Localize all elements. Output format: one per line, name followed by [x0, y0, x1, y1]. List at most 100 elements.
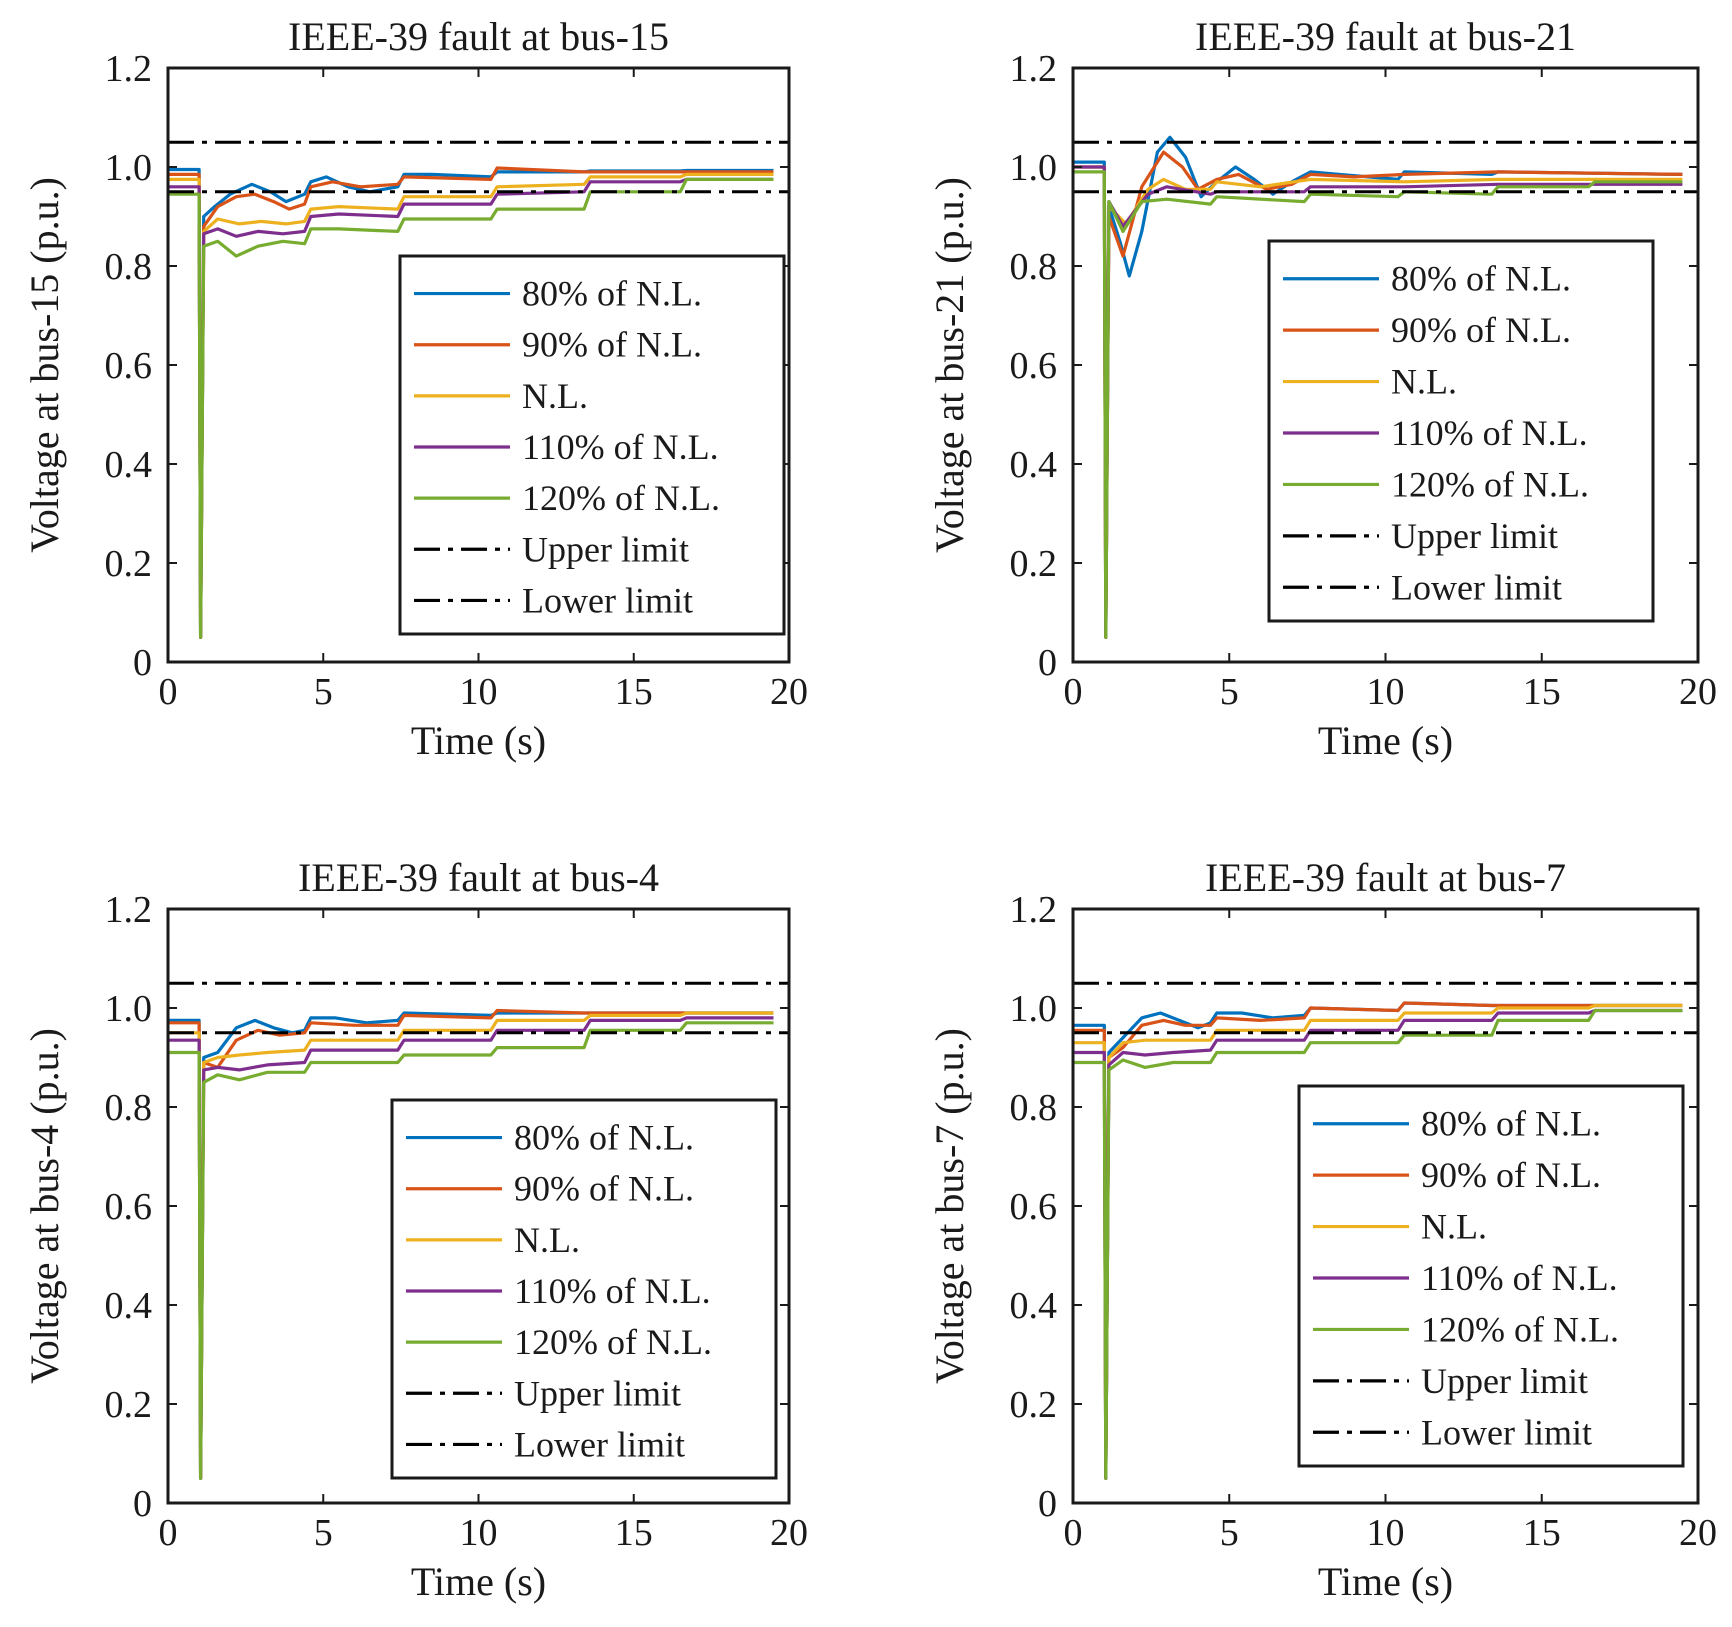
y-tick-label: 0.2	[1010, 543, 1058, 585]
y-axis-label: Voltage at bus-4 (p.u.)	[22, 1028, 67, 1384]
x-tick-label: 10	[1367, 671, 1405, 713]
legend: 80% of N.L. 90% of N.L. N.L. 110% of N.L. 12…	[1297, 1084, 1685, 1468]
x-tick-label: 10	[460, 671, 498, 713]
y-tick-label: 0.8	[105, 1087, 153, 1129]
y-tick-label: 1.2	[1010, 889, 1058, 931]
legend-label: 90% of N.L.	[1421, 1155, 1601, 1195]
legend-label: 90% of N.L.	[1391, 310, 1571, 350]
x-tick-label: 0	[1064, 671, 1083, 713]
x-tick-label: 20	[770, 1512, 808, 1554]
legend-label: N.L.	[522, 376, 588, 416]
legend-box	[398, 254, 786, 636]
legend-label: 120% of N.L.	[514, 1322, 712, 1362]
chart-title: IEEE-39 fault at bus-7	[1205, 855, 1566, 900]
y-tick-label: 0.6	[1010, 1186, 1058, 1228]
x-tick-label: 15	[615, 671, 653, 713]
y-tick-label: 0.6	[105, 345, 153, 387]
x-axis-label: Time (s)	[411, 718, 546, 763]
legend: 80% of N.L. 90% of N.L. N.L. 110% of N.L. 12…	[390, 1098, 778, 1480]
chart-panel-2: IEEE-39 fault at bus-21 0 5 10 15 20 0 0.2 0.4 0.…	[927, 14, 1717, 763]
y-tick-label: 0.6	[105, 1186, 153, 1228]
y-axis-label: Voltage at bus-21 (p.u.)	[927, 177, 972, 553]
legend: 80% of N.L. 90% of N.L. N.L. 110% of N.L. 12…	[1267, 239, 1655, 623]
legend-label: Upper limit	[522, 529, 689, 569]
y-tick-label: 1.0	[1010, 988, 1058, 1030]
legend-label: N.L.	[514, 1220, 580, 1260]
y-tick-label: 0.4	[105, 1285, 153, 1327]
series-line-5	[1073, 170, 1683, 639]
legend-label: 80% of N.L.	[1421, 1104, 1601, 1144]
legend-label: 120% of N.L.	[1421, 1309, 1619, 1349]
series-line-5	[168, 1021, 774, 1480]
y-tick-label: 1.0	[105, 147, 153, 189]
chart-title: IEEE-39 fault at bus-21	[1195, 14, 1576, 59]
chart-panel-1: IEEE-39 fault at bus-15 0 5 10 15 20 0 0.2 0.4 0.…	[22, 14, 808, 763]
y-axis-label: Voltage at bus-15 (p.u.)	[22, 177, 67, 553]
x-axis-label: Time (s)	[411, 1559, 546, 1604]
legend-label: 90% of N.L.	[522, 325, 702, 365]
y-tick-label: 0	[133, 1483, 152, 1525]
series-line-4	[168, 177, 774, 639]
legend-label: 110% of N.L.	[522, 427, 719, 467]
x-tick-label: 20	[1679, 671, 1717, 713]
legend-box	[1297, 1084, 1685, 1468]
x-tick-label: 5	[314, 671, 333, 713]
series-group	[168, 140, 789, 639]
x-tick-label: 15	[1523, 1512, 1561, 1554]
legend: 80% of N.L. 90% of N.L. N.L. 110% of N.L. 12…	[398, 254, 786, 636]
series-line-5	[1073, 1008, 1683, 1480]
y-tick-label: 1.2	[105, 48, 153, 90]
chart-panel-4: IEEE-39 fault at bus-7 0 5 10 15 20 0 0.2 0.4 0.6…	[927, 855, 1717, 1604]
x-axis-label: Time (s)	[1318, 1559, 1453, 1604]
series-group	[1073, 981, 1698, 1480]
y-tick-label: 0	[1038, 1483, 1057, 1525]
legend-label: Lower limit	[514, 1424, 685, 1464]
x-tick-label: 10	[460, 1512, 498, 1554]
chart-panel-3: IEEE-39 fault at bus-4 0 5 10 15 20 0 0.2 0.4 0.6…	[22, 855, 808, 1604]
legend-label: N.L.	[1391, 362, 1457, 402]
y-tick-label: 0	[133, 642, 152, 684]
x-tick-label: 15	[1523, 671, 1561, 713]
x-tick-label: 20	[1679, 1512, 1717, 1554]
series-group	[168, 981, 789, 1480]
chart-title: IEEE-39 fault at bus-15	[288, 14, 669, 59]
legend-label: 110% of N.L.	[1391, 413, 1588, 453]
legend-label: Lower limit	[522, 580, 693, 620]
chart-title: IEEE-39 fault at bus-4	[298, 855, 659, 900]
legend-label: 80% of N.L.	[522, 274, 702, 314]
legend-box	[1267, 239, 1655, 623]
legend-label: 120% of N.L.	[1391, 464, 1589, 504]
legend-label: 80% of N.L.	[1391, 259, 1571, 299]
legend-label: Upper limit	[1421, 1361, 1588, 1401]
y-tick-label: 0.2	[1010, 1384, 1058, 1426]
x-tick-label: 20	[770, 671, 808, 713]
y-tick-label: 1.0	[105, 988, 153, 1030]
x-tick-label: 5	[314, 1512, 333, 1554]
y-tick-label: 0.8	[105, 246, 153, 288]
legend-label: Lower limit	[1421, 1412, 1592, 1452]
y-tick-label: 1.2	[105, 889, 153, 931]
y-tick-label: 1.2	[1010, 48, 1058, 90]
x-tick-label: 5	[1220, 1512, 1239, 1554]
legend-label: 90% of N.L.	[514, 1169, 694, 1209]
legend-box	[390, 1098, 778, 1480]
y-tick-label: 0.6	[1010, 345, 1058, 387]
y-tick-label: 0.8	[1010, 246, 1058, 288]
legend-label: 80% of N.L.	[514, 1118, 694, 1158]
x-tick-label: 15	[615, 1512, 653, 1554]
series-line-3	[168, 172, 774, 639]
x-tick-label: 0	[159, 671, 178, 713]
legend-label: 110% of N.L.	[514, 1271, 711, 1311]
legend-label: Upper limit	[514, 1373, 681, 1413]
x-tick-label: 10	[1367, 1512, 1405, 1554]
series-line-2	[168, 166, 774, 639]
y-tick-label: 0.8	[1010, 1087, 1058, 1129]
x-axis-label: Time (s)	[1318, 718, 1453, 763]
y-tick-label: 0.2	[105, 1384, 153, 1426]
legend-label: N.L.	[1421, 1207, 1487, 1247]
series-group	[1073, 135, 1698, 639]
series-line-5	[168, 177, 774, 639]
x-tick-label: 0	[1064, 1512, 1083, 1554]
y-tick-label: 0.4	[1010, 444, 1058, 486]
